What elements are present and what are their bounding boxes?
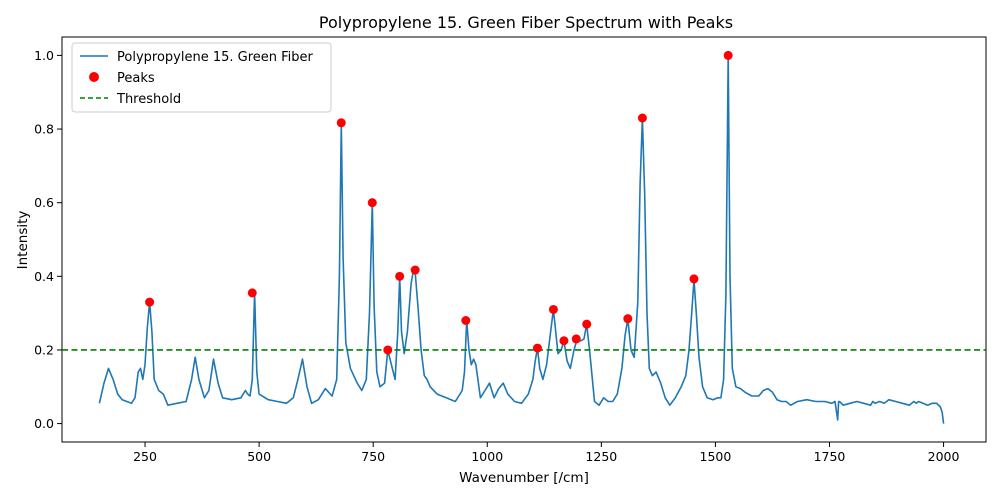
peak-marker <box>367 198 377 208</box>
x-tick-label: 1750 <box>814 449 846 464</box>
peak-marker <box>623 314 633 324</box>
legend-peak-swatch <box>89 72 99 82</box>
peak-marker <box>559 336 569 346</box>
y-tick-label: 1.0 <box>34 48 54 63</box>
y-tick-label: 0.6 <box>34 195 54 210</box>
legend-frame <box>71 42 332 113</box>
peak-marker <box>723 50 733 60</box>
x-tick-label: 2000 <box>928 449 960 464</box>
legend-label-peaks: Peaks <box>117 71 155 86</box>
peak-marker <box>247 288 257 298</box>
legend: Polypropylene 15. Green Fiber Peaks Thre… <box>71 42 332 113</box>
x-tick-label: 1250 <box>585 449 617 464</box>
spectrum-line <box>98 54 945 424</box>
peak-marker <box>145 297 155 307</box>
peak-marker <box>336 118 346 128</box>
peak-marker <box>637 113 647 123</box>
peak-marker <box>410 265 420 275</box>
peak-marker <box>582 319 592 329</box>
x-tick-label: 1000 <box>471 449 503 464</box>
legend-label-spectrum: Polypropylene 15. Green Fiber <box>117 50 314 65</box>
peak-marker <box>395 271 405 281</box>
peak-marker <box>383 345 393 355</box>
y-axis: 0.0 0.2 0.4 0.6 0.8 1.0 <box>34 48 62 431</box>
peak-marker <box>532 343 542 353</box>
peak-marker <box>571 334 581 344</box>
y-tick-label: 0.8 <box>34 122 54 137</box>
y-tick-label: 0.0 <box>34 416 54 431</box>
y-tick-label: 0.2 <box>34 342 54 357</box>
x-tick-label: 1500 <box>700 449 732 464</box>
plot-area <box>61 36 987 443</box>
legend-label-threshold: Threshold <box>116 92 181 107</box>
x-tick-label: 750 <box>361 449 385 464</box>
peak-marker <box>548 304 558 314</box>
x-tick-label: 250 <box>133 449 157 464</box>
peak-marker <box>461 316 471 325</box>
plot-frame <box>61 36 987 443</box>
x-axis: 250 500 750 1000 1250 1500 1750 2000 <box>133 442 960 464</box>
y-tick-label: 0.4 <box>34 269 54 284</box>
x-axis-title: Wavenumber [/cm] <box>459 470 589 486</box>
chart-title: Polypropylene 15. Green Fiber Spectrum w… <box>319 13 733 32</box>
y-axis-title: Intensity <box>15 211 31 270</box>
x-tick-label: 500 <box>247 449 271 464</box>
peak-marker <box>689 274 699 284</box>
